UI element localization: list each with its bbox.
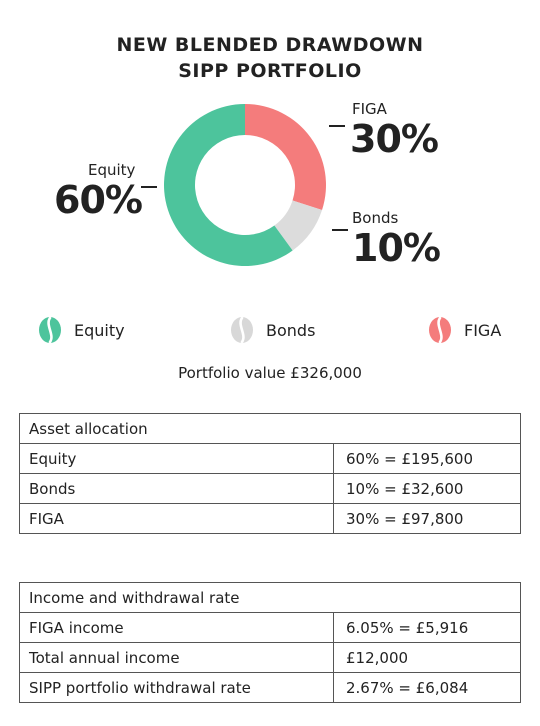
table-row: FIGA 30% = £97,800 bbox=[19, 503, 521, 534]
slice-label-equity: Equity bbox=[88, 161, 136, 179]
row-name: Bonds bbox=[19, 473, 334, 504]
table-row: SIPP portfolio withdrawal rate 2.67% = £… bbox=[19, 672, 521, 703]
bean-icon bbox=[429, 316, 451, 344]
slice-label-figa: FIGA bbox=[352, 100, 387, 118]
row-value: 6.05% = £5,916 bbox=[333, 612, 521, 643]
donut-chart bbox=[164, 104, 327, 266]
row-name: Total annual income bbox=[19, 642, 334, 673]
legend-item-figa: FIGA bbox=[428, 316, 501, 344]
legend-item-equity: Equity bbox=[38, 316, 125, 344]
row-value: 2.67% = £6,084 bbox=[333, 672, 521, 703]
row-name: FIGA income bbox=[19, 612, 334, 643]
donut-slice-equity bbox=[164, 104, 293, 266]
portfolio-value: Portfolio value £326,000 bbox=[178, 364, 362, 382]
slice-value-bonds: 10% bbox=[352, 226, 441, 270]
table-header: Income and withdrawal rate bbox=[19, 582, 521, 613]
row-value: 30% = £97,800 bbox=[333, 503, 521, 534]
income-withdrawal-table: Income and withdrawal rate FIGA income 6… bbox=[19, 582, 521, 703]
table-header-row: Income and withdrawal rate bbox=[19, 582, 521, 613]
row-name: SIPP portfolio withdrawal rate bbox=[19, 672, 334, 703]
slice-label-bonds: Bonds bbox=[352, 209, 399, 227]
table-header-row: Asset allocation bbox=[19, 413, 521, 444]
asset-allocation-table: Asset allocation Equity 60% = £195,600 B… bbox=[19, 413, 521, 534]
slice-value-equity: 60% bbox=[54, 178, 143, 222]
chart-legend: Equity Bonds FIGA bbox=[0, 316, 540, 346]
table-row: Equity 60% = £195,600 bbox=[19, 443, 521, 474]
donut-slice-figa bbox=[245, 104, 327, 211]
row-name: Equity bbox=[19, 443, 334, 474]
row-name: FIGA bbox=[19, 503, 334, 534]
legend-label: Equity bbox=[74, 320, 125, 340]
table-row: Total annual income £12,000 bbox=[19, 642, 521, 673]
table-row: FIGA income 6.05% = £5,916 bbox=[19, 612, 521, 643]
leader-line-figa bbox=[329, 125, 345, 127]
leader-line-equity bbox=[141, 186, 157, 188]
bean-icon bbox=[39, 316, 61, 344]
legend-item-bonds: Bonds bbox=[230, 316, 315, 344]
row-value: 10% = £32,600 bbox=[333, 473, 521, 504]
chart-title-line-1: NEW BLENDED DRAWDOWN bbox=[116, 34, 424, 56]
legend-label: Bonds bbox=[266, 320, 316, 340]
legend-label: FIGA bbox=[464, 320, 502, 340]
row-value: £12,000 bbox=[333, 642, 521, 673]
donut-slice-bonds bbox=[274, 200, 323, 251]
leader-line-bonds bbox=[332, 229, 348, 231]
table-header: Asset allocation bbox=[19, 413, 521, 444]
table-row: Bonds 10% = £32,600 bbox=[19, 473, 521, 504]
row-value: 60% = £195,600 bbox=[333, 443, 521, 474]
bean-icon bbox=[231, 316, 253, 344]
slice-value-figa: 30% bbox=[350, 117, 439, 161]
chart-title-line-2: SIPP PORTFOLIO bbox=[178, 60, 362, 82]
